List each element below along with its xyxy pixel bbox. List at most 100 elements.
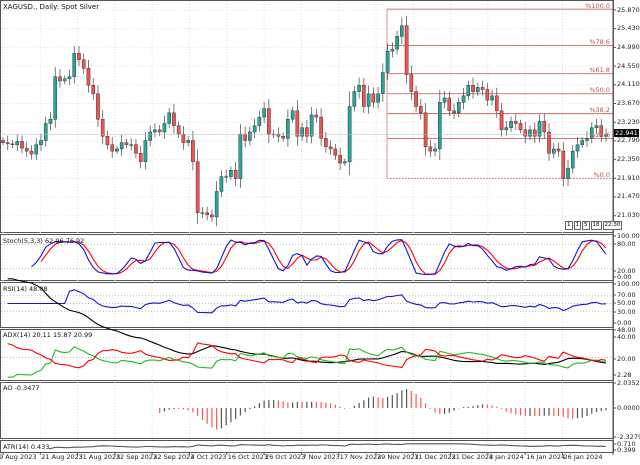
bull-candle — [39, 140, 43, 145]
bull-candle — [575, 144, 580, 152]
bull-candle — [300, 127, 304, 137]
bull-candle — [119, 142, 124, 150]
plus-di-line — [7, 346, 607, 378]
bull-candle — [143, 140, 148, 162]
date-label: 16 Oct 2023 — [227, 453, 268, 461]
bear-candle — [157, 129, 162, 133]
price-label: 24.550 — [617, 61, 640, 70]
price-label: 25.870 — [617, 5, 640, 14]
bear-candle — [96, 93, 100, 120]
bull-candle — [528, 129, 532, 137]
price-label: 24.110 — [617, 80, 640, 89]
stoch-scale-label: 0.00 — [617, 272, 632, 281]
bear-candle — [409, 74, 414, 92]
bear-candle — [281, 136, 285, 139]
date-label: 31 Aug 2023 — [78, 453, 121, 461]
bull-candle — [476, 87, 480, 92]
fib-level-label: %100.0 — [585, 1, 610, 10]
bull-candle — [381, 72, 385, 94]
timer-button[interactable]: 18 — [590, 221, 602, 230]
bull-candle — [162, 123, 167, 133]
date-label: 21 Aug 2023 — [41, 453, 83, 461]
bear-candle — [338, 155, 342, 164]
bear-candle — [499, 110, 504, 131]
bull-candle — [395, 36, 399, 50]
bull-candle — [509, 121, 513, 128]
rsi-scale-label: 50.00 — [617, 298, 636, 307]
bear-candle — [243, 133, 247, 141]
rsi-scale-label: 0.00 — [617, 318, 632, 327]
bull-candle — [214, 191, 219, 218]
bull-candle — [461, 95, 466, 103]
bear-candle — [205, 212, 209, 216]
price-label: 21.030 — [617, 211, 640, 220]
bull-candle — [352, 91, 357, 107]
bear-candle — [138, 153, 143, 162]
panel-frame — [0, 382, 614, 439]
stoch-label: Stoch(5,3,3) 62.96 76.92 — [3, 237, 85, 245]
bull-candle — [43, 123, 48, 141]
timer-button[interactable]: 1 — [565, 221, 573, 230]
bull-candle — [167, 112, 171, 124]
bull-candle — [62, 78, 67, 82]
bull-candle — [504, 127, 509, 131]
atr-scale-label: 0.399 — [617, 445, 636, 454]
adx-scale-label: 2.28 — [617, 370, 632, 379]
bull-candle — [580, 140, 585, 145]
ao-scale-label: -2.3279 — [617, 432, 640, 441]
bull-candle — [229, 170, 233, 177]
date-label: 22 Sep 2023 — [153, 453, 195, 461]
bull-candle — [537, 121, 542, 137]
bear-candle — [513, 121, 518, 124]
stoch-scale-label: 20.00 — [617, 266, 636, 275]
bear-candle — [423, 112, 428, 148]
bear-candle — [267, 108, 271, 135]
bear-candle — [428, 146, 433, 152]
adx-scale-label: 20.00 — [617, 354, 636, 363]
chart-title: XAGUSD., Daily: Spot Silver — [3, 3, 100, 11]
bull-candle — [347, 106, 352, 162]
bear-candle — [1, 140, 5, 143]
bear-candle — [333, 148, 338, 156]
fib-level-label: %0.0 — [593, 170, 610, 179]
bull-candle — [115, 148, 119, 152]
rsi-label: RSI(14) 48.08 — [3, 285, 48, 293]
fib-level-label: %61.8 — [589, 66, 610, 75]
bull-candle — [570, 150, 575, 169]
bear-candle — [172, 112, 176, 126]
price-label: 23.670 — [617, 98, 640, 107]
bear-candle — [81, 59, 86, 69]
bull-candle — [585, 138, 589, 141]
bear-candle — [134, 144, 138, 154]
bull-candle — [72, 53, 77, 77]
date-label: 26 Jan 2024 — [563, 453, 603, 461]
bull-candle — [257, 116, 262, 126]
current-price-tag: 22.941 — [614, 129, 639, 137]
bull-candle — [442, 97, 447, 103]
bull-candle — [466, 85, 471, 97]
bull-candle — [589, 127, 594, 139]
timer-button[interactable]: 5 — [582, 221, 590, 230]
bear-candle — [561, 150, 566, 179]
bear-candle — [523, 129, 528, 137]
bear-candle — [58, 76, 62, 82]
bear-candle — [5, 142, 10, 145]
bull-candle — [366, 93, 371, 107]
bear-candle — [314, 114, 319, 118]
timer-buttons: 1 1 5 18 22:30 — [565, 221, 623, 230]
bull-candle — [67, 76, 72, 80]
stoch-scale-label: 100.00 — [617, 231, 640, 240]
bear-candle — [494, 95, 499, 111]
bull-candle — [219, 176, 224, 192]
bear-candle — [518, 123, 523, 131]
timer-button[interactable]: 1 — [573, 221, 581, 230]
atr-scale-label: 0.710 — [617, 439, 636, 448]
timer-button[interactable]: 22:30 — [602, 221, 623, 230]
bull-candle — [148, 131, 152, 141]
bear-candle — [532, 129, 537, 137]
bull-candle — [551, 148, 556, 154]
bull-candle — [400, 25, 404, 37]
bear-candle — [276, 133, 281, 137]
adx-scale-label: 48.00 — [617, 325, 636, 334]
